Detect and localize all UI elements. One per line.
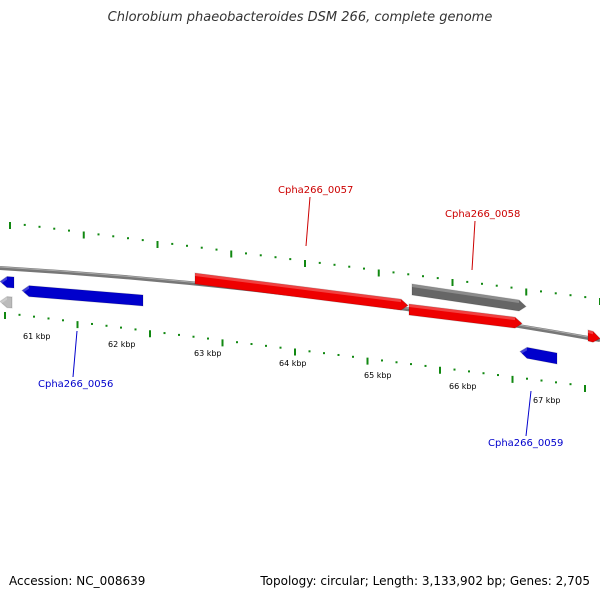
gene-leader-line: [471, 220, 476, 271]
scale-label: 62 kbp: [108, 340, 136, 349]
topology-info-text: Topology: circular; Length: 3,133,902 bp…: [260, 574, 590, 588]
gene-highlight: [412, 284, 519, 303]
chart-title: Chlorobium phaeobacteroides DSM 266, com…: [107, 10, 493, 25]
gene-highlight: [195, 273, 401, 303]
gene-leader-line: [305, 196, 311, 247]
scale-label: 61 kbp: [23, 332, 51, 341]
label-layer: 61 kbp 62 kbp 63 kbp 64 kbp 65 kbp 66 kbp 67 k…: [23, 185, 563, 449]
gene-highlight: [520, 347, 527, 355]
accession-text: Accession: NC_008639: [9, 574, 146, 588]
scale-label: 64 kbp: [279, 359, 307, 368]
gene-edge-left-grey[interactable]: [0, 296, 13, 309]
gene-highlight: [588, 330, 593, 335]
gene-leader-line: [525, 390, 532, 437]
gene-Cpha266_0057[interactable]: [194, 272, 409, 311]
scale-label: 66 kbp: [449, 382, 477, 391]
lower-tick-track: [4, 312, 586, 392]
gene-leader-line: [72, 330, 78, 378]
gene-highlight: [409, 304, 515, 321]
upper-tick-track: [9, 222, 600, 305]
scale-label: 65 kbp: [364, 371, 392, 380]
gene-highlight: [0, 276, 7, 285]
scale-label: 63 kbp: [194, 349, 222, 358]
gene-highlight: [0, 296, 7, 305]
gene-Cpha266_0058[interactable]: [411, 283, 527, 312]
gene-highlight: [22, 285, 29, 294]
gene-label-Cpha266_0059[interactable]: Cpha266_0059: [488, 438, 563, 449]
gene-Cpha266_0056[interactable]: [21, 285, 144, 307]
gene-Cpha266_0058b[interactable]: [408, 303, 523, 329]
gene-label-Cpha266_0058[interactable]: Cpha266_0058: [445, 209, 520, 220]
scale-label: 67 kbp: [533, 396, 561, 405]
gene-label-Cpha266_0057[interactable]: Cpha266_0057: [278, 185, 353, 196]
gene-edge-right-red[interactable]: [587, 329, 600, 343]
gene-label-Cpha266_0056[interactable]: Cpha266_0056: [38, 379, 113, 390]
gene-layer: [0, 272, 600, 365]
gene-edge-left-blue[interactable]: [0, 275, 15, 289]
gene-Cpha266_0059[interactable]: [519, 346, 558, 365]
